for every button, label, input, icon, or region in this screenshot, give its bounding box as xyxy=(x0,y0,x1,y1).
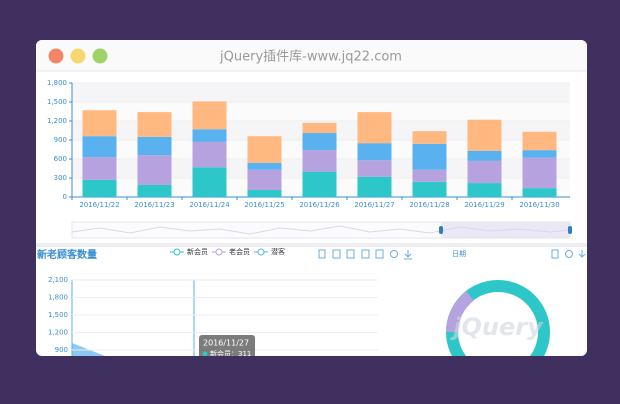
bar-segment xyxy=(522,150,557,158)
bar-segment xyxy=(302,150,337,172)
maximize-button[interactable] xyxy=(92,48,108,64)
bar-segment xyxy=(192,129,227,142)
bar-segment xyxy=(467,119,502,151)
bar-segment xyxy=(357,176,392,197)
bar-segment xyxy=(357,143,392,161)
bar-segment xyxy=(412,131,447,144)
bar-segment xyxy=(357,160,392,177)
y-tick-label: 1,200 xyxy=(47,117,67,125)
toolbox[interactable] xyxy=(318,249,586,260)
zoom-handle[interactable] xyxy=(568,226,572,234)
legend-label: 新会员 xyxy=(187,247,208,256)
x-axis-name: 日期 xyxy=(452,250,466,258)
bar-segment xyxy=(302,171,337,197)
bar-segment xyxy=(247,162,282,170)
bar-segment xyxy=(82,136,117,158)
chart-title: 新老顾客数量 xyxy=(37,248,97,261)
bar-segment xyxy=(137,184,172,197)
separator xyxy=(36,243,587,247)
bar-segment xyxy=(137,112,172,137)
x-tick-label: 2016/11/29 xyxy=(464,201,504,209)
tooltip-title: 2016/11/27 xyxy=(203,339,249,348)
y-tick-label: 900 xyxy=(54,136,67,144)
zoom-preview xyxy=(71,225,571,235)
grid-band xyxy=(72,83,570,102)
y-tick-label: 1,500 xyxy=(48,311,68,319)
bar-segment xyxy=(82,179,117,197)
bar-segment xyxy=(467,150,502,161)
bar-segment xyxy=(522,131,557,151)
bar-segment xyxy=(137,155,172,185)
bar-segment xyxy=(522,188,557,197)
y-tick-label: 2,100 xyxy=(48,276,68,284)
bar-segment xyxy=(467,160,502,184)
bar-segment xyxy=(82,110,117,137)
legend-marker xyxy=(215,248,223,256)
bar-segment xyxy=(247,136,282,163)
bar-segment xyxy=(357,112,392,144)
tooltip-text: 新会员：311 xyxy=(210,349,251,358)
y-tick-label: 600 xyxy=(54,155,67,163)
watermark: jQuery xyxy=(449,313,544,341)
x-tick-label: 2016/11/23 xyxy=(134,201,174,209)
bar-segment xyxy=(82,157,117,180)
x-tick-label: 2016/11/25 xyxy=(244,201,284,209)
bar-segment xyxy=(412,169,447,182)
y-tick-label: 1,200 xyxy=(48,329,68,337)
y-tick-label: 1,800 xyxy=(48,294,68,302)
title-bar xyxy=(36,40,587,71)
bar-segment xyxy=(522,157,557,189)
tooltip-marker xyxy=(202,351,208,356)
bar-segment xyxy=(192,101,227,130)
tooltip xyxy=(199,335,255,356)
legend-label: 潜客 xyxy=(271,247,285,256)
bar-segment xyxy=(412,181,447,197)
window-title: jQuery插件库-www.jq22.com xyxy=(219,49,402,65)
x-tick-label: 2016/11/24 xyxy=(189,201,230,209)
y-tick-label: 1,800 xyxy=(47,79,67,87)
x-tick-label: 2016/11/30 xyxy=(519,201,559,209)
zoom-handle[interactable] xyxy=(439,226,443,234)
x-tick-label: 2016/11/27 xyxy=(354,201,394,209)
bar-segment xyxy=(302,133,337,151)
bar-segment xyxy=(192,167,227,197)
y-tick-label: 900 xyxy=(55,346,68,354)
legend-label: 老会员 xyxy=(229,247,250,256)
y-tick-label: 0 xyxy=(63,193,67,201)
bar-segment xyxy=(302,122,337,134)
window: jQuery插件库-www.jq22.com jQuery 0 300 600 900… xyxy=(36,40,587,358)
bar-segment xyxy=(192,141,227,168)
bar-segment xyxy=(412,143,447,170)
legend-marker xyxy=(257,248,265,256)
donut-segment xyxy=(446,291,474,333)
legend-marker xyxy=(173,248,181,256)
y-tick-label: 300 xyxy=(54,174,67,182)
minimize-button[interactable] xyxy=(70,48,86,64)
x-tick-label: 2016/11/26 xyxy=(299,201,340,209)
bar-segment xyxy=(467,183,502,197)
close-button[interactable] xyxy=(48,48,64,64)
x-tick-label: 2016/11/22 xyxy=(79,201,119,209)
y-tick-label: 1,500 xyxy=(47,98,67,106)
bar-segment xyxy=(137,136,172,156)
bar-segment xyxy=(247,190,282,197)
bar-segment xyxy=(247,169,282,191)
x-tick-label: 2016/11/28 xyxy=(409,201,449,209)
